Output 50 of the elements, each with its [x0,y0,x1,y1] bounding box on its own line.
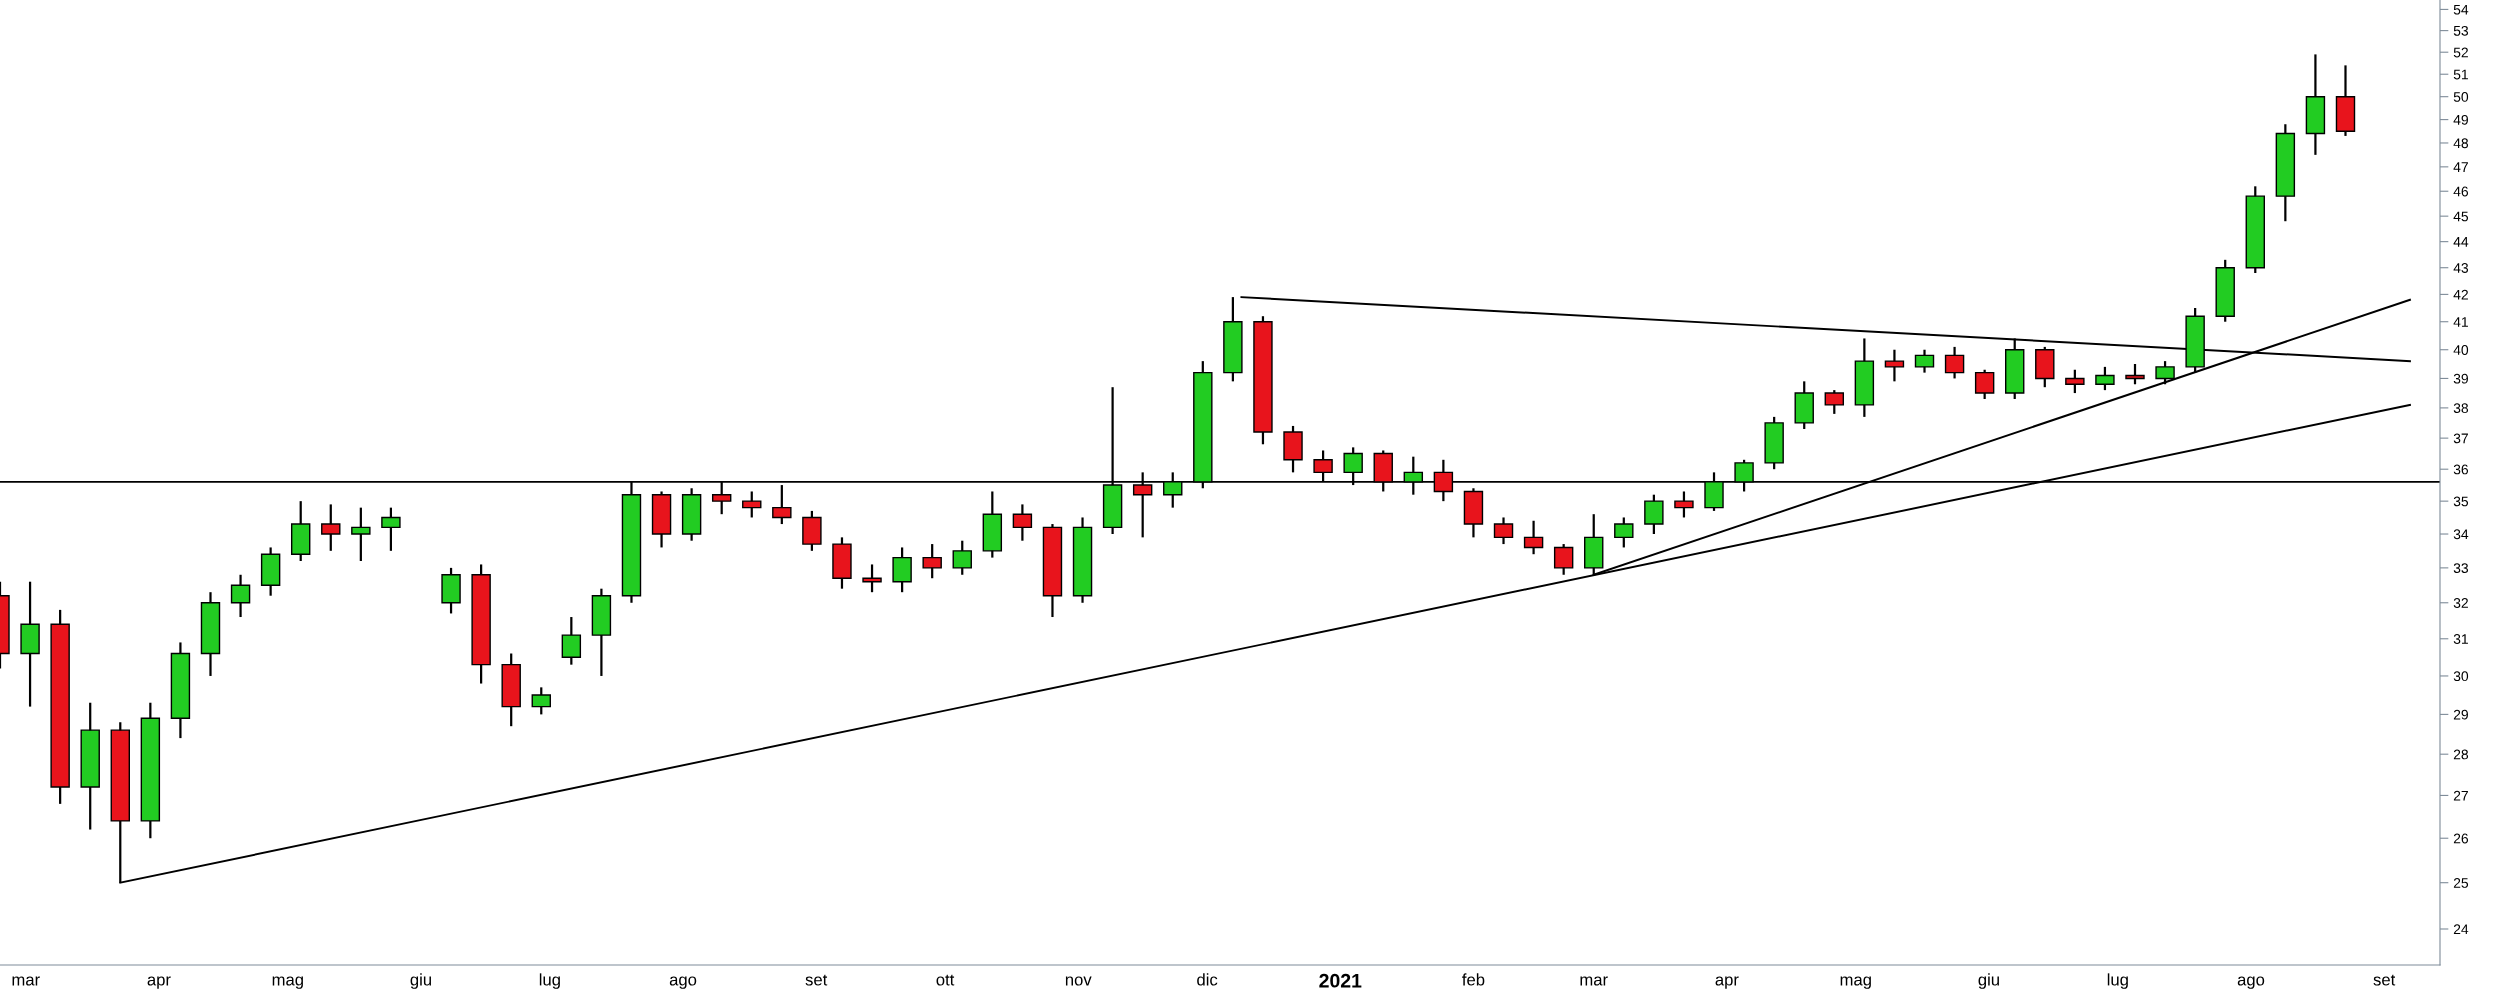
y-tick-label: 33 [2453,563,2469,574]
y-tick-label: 41 [2453,317,2468,327]
y-tick-label: 51 [2453,69,2468,80]
y-tick-label: 52 [2453,47,2468,58]
x-tick-label: apr [1715,976,1739,989]
y-tick-label: 27 [2453,790,2468,801]
x-tick-label: ott [936,974,955,986]
y-tick-label: 39 [2453,373,2468,384]
x-tick-label: nov [1065,976,1092,986]
x-tick-label: ago [2237,976,2265,989]
x-tick-label: giu [410,973,431,989]
x-tick-label: mar [1580,976,1608,986]
y-tick-label: 53 [2453,25,2469,36]
x-tick-label: mag [1840,976,1871,989]
x-tick-label: lug [539,973,560,989]
y-tick-label: 50 [2453,92,2469,102]
y-tick-label: 48 [2453,138,2469,149]
y-tick-label: 36 [2453,464,2469,475]
y-tick-label: 42 [2453,289,2468,300]
x-tick-label: set [2373,974,2396,986]
y-tick-label: 30 [2453,671,2469,682]
y-tick-label: 24 [2453,924,2469,935]
y-tick-label: 49 [2453,114,2468,125]
x-tick-label: lug [2107,973,2128,989]
y-tick-label: 37 [2453,433,2468,444]
y-tick-label: 43 [2453,263,2469,273]
x-tick-label: dic [1197,973,1218,986]
y-tick-label: 26 [2453,833,2469,844]
x-tick-label: mar [12,976,40,986]
x-tick-label: set [805,974,828,986]
y-tick-label: 44 [2453,237,2469,247]
y-tick-label: 40 [2453,345,2469,355]
y-tick-label: 28 [2453,749,2469,760]
x-tick-label: ago [669,976,697,989]
y-tick-label: 47 [2453,162,2468,172]
y-tick-label: 32 [2453,598,2468,608]
y-tick-label: 35 [2453,496,2469,507]
y-tick-label: 34 [2453,529,2469,540]
x-tick-label: apr [147,976,171,989]
x-tick-label: giu [1978,973,1999,989]
y-tick-label: 46 [2453,186,2469,197]
y-tick-label: 25 [2453,878,2469,888]
y-tick-label: 29 [2453,709,2468,720]
x-tick-label: feb [1462,973,1485,986]
y-tick-label: 45 [2453,211,2469,222]
x-tick-label: 2021 [1319,973,1362,988]
y-tick-label: 54 [2453,4,2469,15]
y-tick-label: 38 [2453,403,2469,414]
x-tick-label: mag [272,976,303,989]
y-tick-label: 31 [2453,634,2468,644]
